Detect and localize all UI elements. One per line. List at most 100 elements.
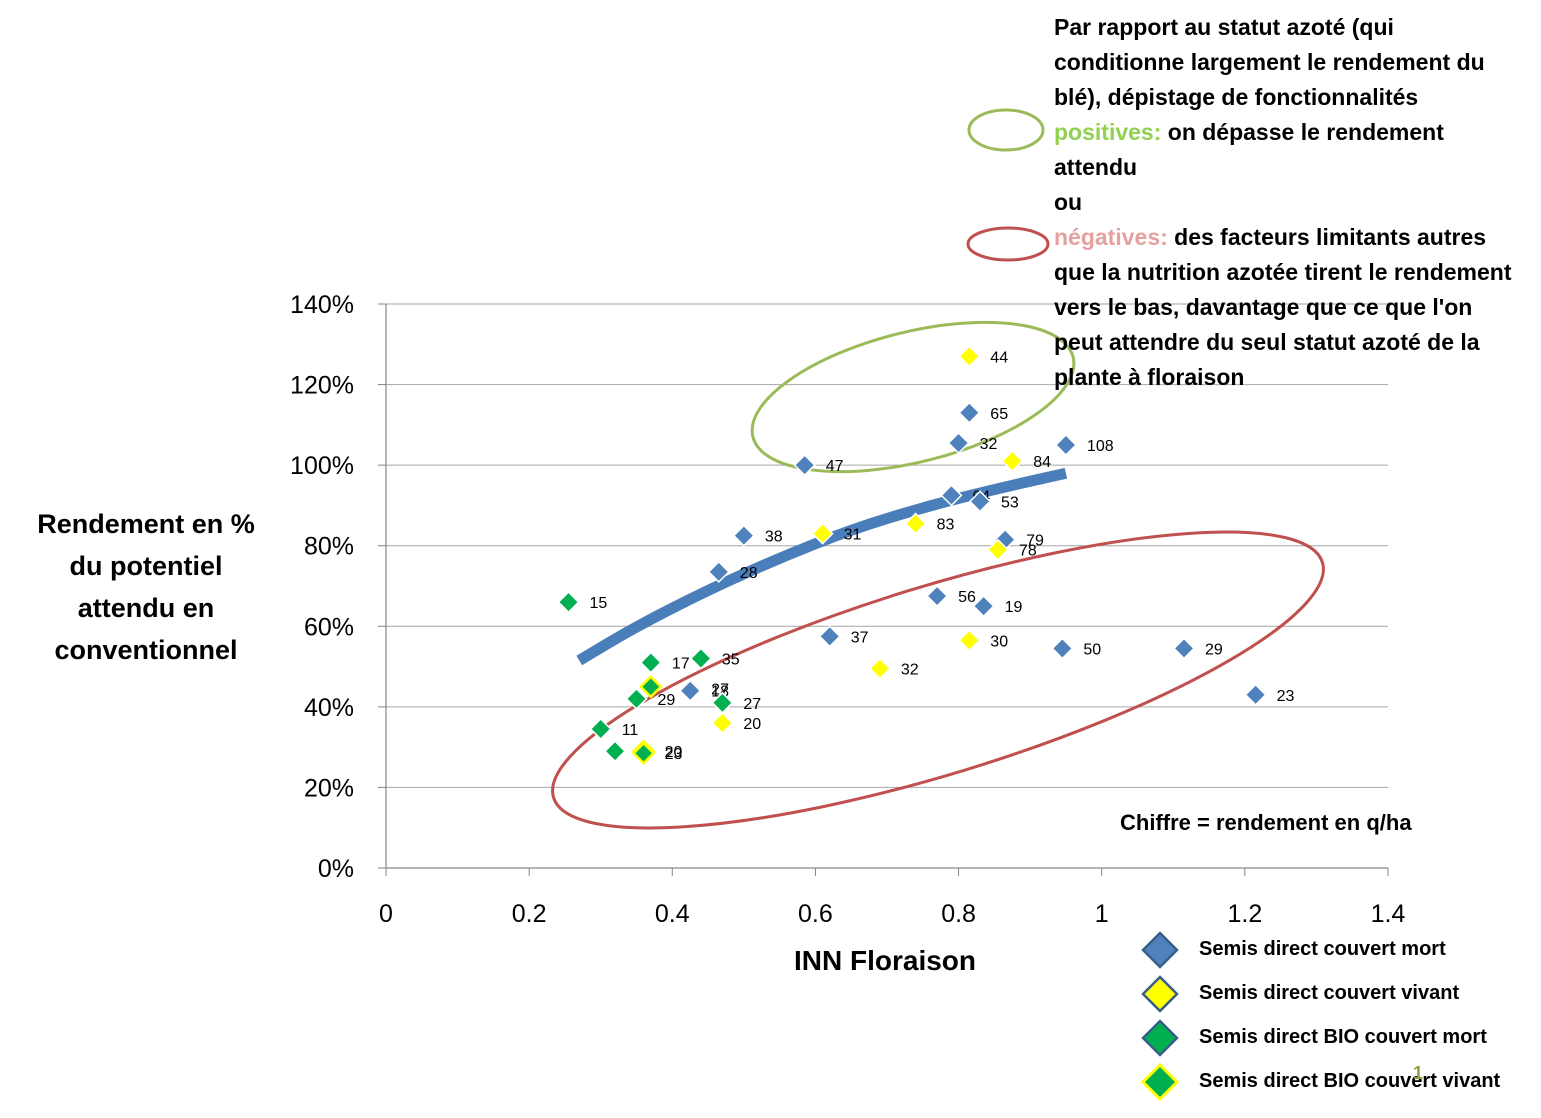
data-point bbox=[639, 651, 662, 674]
data-label: 19 bbox=[1005, 599, 1023, 616]
gridlines bbox=[386, 303, 1388, 788]
x-tick-label: 1.4 bbox=[1371, 900, 1406, 928]
y-tick-label: 20% bbox=[304, 774, 354, 802]
data-label: 20 bbox=[743, 716, 761, 733]
data-point bbox=[689, 647, 712, 670]
data-point bbox=[603, 740, 627, 763]
data-point bbox=[711, 711, 734, 735]
y-tick-label: 0% bbox=[318, 855, 354, 883]
data-label: 32 bbox=[901, 662, 919, 679]
y-tick-label: 140% bbox=[290, 291, 354, 319]
annotation-ellipses bbox=[551, 108, 1325, 830]
data-point bbox=[904, 512, 927, 535]
data-point bbox=[811, 522, 834, 545]
y-axis-label-line: du potentiel bbox=[70, 551, 223, 581]
positive-text: on dépasse le rendement attendu bbox=[1054, 119, 1444, 180]
y-tick-label: 40% bbox=[304, 694, 354, 722]
data-label: 31 bbox=[844, 527, 862, 544]
positive-label: positives: bbox=[1054, 119, 1162, 145]
data-point bbox=[639, 674, 663, 699]
data-point bbox=[968, 490, 992, 513]
data-label: 23 bbox=[1277, 688, 1295, 705]
data-label: 44 bbox=[990, 349, 1008, 366]
data-point bbox=[958, 401, 981, 424]
data-points: 4765321086453387928561937502923271844848… bbox=[557, 345, 1295, 765]
legend-label: Semis direct couvert mort bbox=[1199, 938, 1446, 960]
diamond-yellow-icon bbox=[1141, 975, 1179, 1013]
data-label: 20 bbox=[665, 744, 683, 761]
data-label: 11 bbox=[622, 722, 639, 739]
x-tick-label: 0.8 bbox=[941, 900, 976, 928]
data-label: 83 bbox=[937, 517, 955, 534]
diamond-green-yellow-border-icon bbox=[1140, 1062, 1180, 1102]
data-label: 65 bbox=[990, 406, 1008, 423]
annotation-text: Par rapport au statut azoté (qui conditi… bbox=[1054, 10, 1524, 395]
data-label: 23 bbox=[665, 746, 683, 763]
data-label: 38 bbox=[765, 529, 783, 546]
data-point bbox=[711, 691, 734, 714]
y-axis-label: Rendement en % du potentiel attendu en c… bbox=[37, 509, 255, 665]
data-point bbox=[958, 345, 981, 368]
data-label: 53 bbox=[1001, 494, 1019, 511]
positive-ellipse bbox=[750, 320, 1076, 474]
data-label: 29 bbox=[1205, 641, 1223, 658]
data-point bbox=[707, 560, 730, 583]
trend-curve bbox=[576, 467, 1068, 666]
x-tick-label: 0.2 bbox=[512, 900, 547, 928]
diamond-green-icon bbox=[1141, 1019, 1179, 1057]
data-point bbox=[940, 484, 963, 507]
data-point bbox=[1172, 637, 1196, 660]
x-tick-labels: 0 0.2 0.4 0.6 0.8 1 1.2 1.4 bbox=[379, 900, 1405, 928]
legend-label: Semis direct BIO couvert vivant bbox=[1199, 1070, 1501, 1092]
axes bbox=[378, 303, 1389, 876]
data-point bbox=[972, 595, 995, 618]
x-tick-label: 1.2 bbox=[1227, 900, 1262, 928]
or-text: ou bbox=[1054, 189, 1083, 215]
data-label: 79 bbox=[1026, 533, 1044, 550]
data-label: 27 bbox=[743, 696, 761, 713]
negative-ellipse-key bbox=[966, 226, 1050, 262]
y-axis-label-line: Rendement en % bbox=[37, 509, 255, 539]
legend-label: Semis direct BIO couvert mort bbox=[1199, 1026, 1487, 1048]
data-point bbox=[958, 629, 981, 652]
negative-ellipse bbox=[551, 530, 1325, 830]
data-label: 28 bbox=[740, 565, 758, 582]
data-point bbox=[679, 679, 702, 702]
page-number: 1 bbox=[1413, 1063, 1424, 1083]
data-label: 30 bbox=[990, 633, 1008, 650]
data-point bbox=[1051, 637, 1074, 660]
negative-label: négatives: bbox=[1054, 224, 1168, 250]
y-tick-label: 80% bbox=[304, 533, 354, 561]
data-point bbox=[793, 454, 816, 477]
data-label: 35 bbox=[722, 652, 740, 669]
data-point bbox=[926, 585, 949, 608]
y-axis-label-line: attendu en bbox=[78, 593, 215, 623]
data-point bbox=[631, 741, 656, 765]
data-label: 56 bbox=[958, 589, 976, 606]
y-tick-label: 120% bbox=[290, 372, 354, 400]
diamond-blue-icon bbox=[1141, 931, 1179, 969]
negative-text: des facteurs limitants autres que la nut… bbox=[1054, 224, 1512, 390]
data-label: 15 bbox=[590, 595, 608, 612]
x-tick-label: 0.6 bbox=[798, 900, 833, 928]
data-point bbox=[625, 687, 648, 710]
data-label: 78 bbox=[1019, 543, 1037, 560]
data-point bbox=[818, 625, 841, 648]
data-label: 17 bbox=[672, 656, 690, 673]
data-label: 47 bbox=[826, 458, 844, 475]
data-point bbox=[732, 524, 755, 547]
x-tick-label: 0.4 bbox=[655, 900, 690, 928]
data-point bbox=[589, 717, 612, 741]
data-point bbox=[557, 591, 580, 614]
data-label: 108 bbox=[1087, 438, 1114, 455]
data-point bbox=[1244, 683, 1267, 706]
yield-unit-note: Chiffre = rendement en q/ha bbox=[1120, 810, 1412, 835]
data-point bbox=[868, 657, 891, 680]
data-point bbox=[1054, 433, 1077, 457]
data-label: 37 bbox=[851, 629, 869, 646]
x-tick-label: 1 bbox=[1095, 900, 1109, 928]
y-tick-label: 60% bbox=[304, 613, 354, 641]
y-axis-label-line: conventionnel bbox=[54, 635, 237, 665]
legend-label: Semis direct couvert vivant bbox=[1199, 982, 1460, 1004]
